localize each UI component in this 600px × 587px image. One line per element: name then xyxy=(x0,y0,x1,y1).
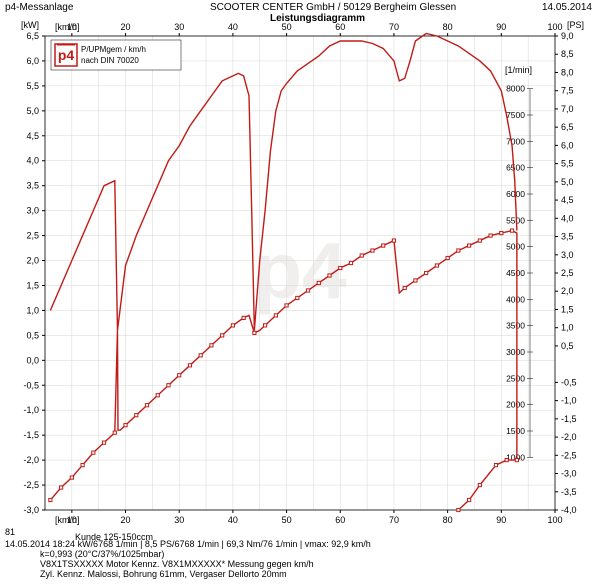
svg-text:60: 60 xyxy=(335,515,345,525)
svg-text:4,0: 4,0 xyxy=(561,213,574,223)
svg-text:5,5: 5,5 xyxy=(561,159,574,169)
svg-text:6,5: 6,5 xyxy=(26,31,39,41)
svg-text:2,5: 2,5 xyxy=(561,268,574,278)
svg-text:30: 30 xyxy=(174,515,184,525)
svg-text:3000: 3000 xyxy=(506,347,525,357)
svg-text:6,0: 6,0 xyxy=(26,56,39,66)
svg-text:-1,0: -1,0 xyxy=(561,396,577,406)
svg-text:2,5: 2,5 xyxy=(26,231,39,241)
svg-text:30: 30 xyxy=(174,22,184,32)
footer-index: 81 xyxy=(5,527,15,537)
svg-text:1,0: 1,0 xyxy=(561,323,574,333)
svg-text:p4: p4 xyxy=(58,47,75,63)
svg-text:3,0: 3,0 xyxy=(561,250,574,260)
svg-text:-2,0: -2,0 xyxy=(23,455,39,465)
svg-text:7,0: 7,0 xyxy=(561,104,574,114)
svg-text:50: 50 xyxy=(282,22,292,32)
svg-text:20: 20 xyxy=(121,515,131,525)
svg-text:100: 100 xyxy=(547,22,562,32)
svg-text:-2,5: -2,5 xyxy=(23,480,39,490)
footer-line1: 14.05.2014 18:24 kW/6768 1/min | 8,5 PS/… xyxy=(5,539,371,549)
svg-text:6500: 6500 xyxy=(506,163,525,173)
svg-text:[km/h]: [km/h] xyxy=(55,22,80,32)
svg-text:3,0: 3,0 xyxy=(26,206,39,216)
svg-text:-0,5: -0,5 xyxy=(561,377,577,387)
svg-text:-2,0: -2,0 xyxy=(561,432,577,442)
svg-text:1,5: 1,5 xyxy=(26,280,39,290)
svg-text:[PS]: [PS] xyxy=(567,20,584,30)
svg-text:20: 20 xyxy=(121,22,131,32)
svg-text:-3,5: -3,5 xyxy=(561,487,577,497)
footer-line2: k=0,993 (20°C/37%/1025mbar) xyxy=(40,549,164,559)
svg-text:1,0: 1,0 xyxy=(26,305,39,315)
svg-text:P/UPMgem / km/h: P/UPMgem / km/h xyxy=(81,45,146,54)
svg-text:70: 70 xyxy=(389,515,399,525)
svg-text:4,0: 4,0 xyxy=(26,156,39,166)
svg-text:4000: 4000 xyxy=(506,294,525,304)
svg-text:2000: 2000 xyxy=(506,400,525,410)
svg-text:5,0: 5,0 xyxy=(561,177,574,187)
svg-text:0,5: 0,5 xyxy=(26,330,39,340)
svg-text:p4: p4 xyxy=(253,226,347,315)
svg-text:[km/h]: [km/h] xyxy=(55,515,80,525)
svg-text:-2,5: -2,5 xyxy=(561,450,577,460)
svg-text:60: 60 xyxy=(335,22,345,32)
svg-text:[kW]: [kW] xyxy=(21,20,39,30)
svg-text:40: 40 xyxy=(228,515,238,525)
svg-text:80: 80 xyxy=(443,22,453,32)
svg-text:8,5: 8,5 xyxy=(561,49,574,59)
svg-text:6,5: 6,5 xyxy=(561,122,574,132)
svg-text:-1,0: -1,0 xyxy=(23,405,39,415)
svg-text:2500: 2500 xyxy=(506,373,525,383)
svg-text:-4,0: -4,0 xyxy=(561,505,577,515)
svg-text:-3,0: -3,0 xyxy=(561,469,577,479)
svg-text:80: 80 xyxy=(443,515,453,525)
svg-text:2,0: 2,0 xyxy=(26,256,39,266)
svg-text:3500: 3500 xyxy=(506,321,525,331)
svg-text:5,0: 5,0 xyxy=(26,106,39,116)
svg-text:-1,5: -1,5 xyxy=(23,430,39,440)
svg-text:3,5: 3,5 xyxy=(561,232,574,242)
footer-line4: Zyl. Kennz. Malossi, Bohrung 61mm, Verga… xyxy=(40,569,287,579)
svg-text:nach DIN 70020: nach DIN 70020 xyxy=(81,56,139,65)
svg-text:90: 90 xyxy=(496,22,506,32)
svg-text:1500: 1500 xyxy=(506,426,525,436)
dyno-chart-container: p4-Messanlage SCOOTER CENTER GmbH / 5012… xyxy=(0,0,600,587)
svg-text:[1/min]: [1/min] xyxy=(505,65,532,75)
svg-text:40: 40 xyxy=(228,22,238,32)
svg-text:90: 90 xyxy=(496,515,506,525)
svg-text:4500: 4500 xyxy=(506,268,525,278)
svg-text:4,5: 4,5 xyxy=(561,195,574,205)
svg-text:5,5: 5,5 xyxy=(26,81,39,91)
svg-text:-0,5: -0,5 xyxy=(23,380,39,390)
svg-text:1,5: 1,5 xyxy=(561,304,574,314)
svg-text:5000: 5000 xyxy=(506,242,525,252)
svg-text:0,0: 0,0 xyxy=(26,355,39,365)
svg-text:50: 50 xyxy=(282,515,292,525)
svg-text:100: 100 xyxy=(547,515,562,525)
chart-svg: p4 -3,0 -2,5 -2,0 -1,5 -1,0 -0,5 0,0 0,5 1,0 1,5 2,… xyxy=(0,0,600,587)
svg-text:6,0: 6,0 xyxy=(561,140,574,150)
svg-text:7,5: 7,5 xyxy=(561,86,574,96)
svg-text:8000: 8000 xyxy=(506,84,525,94)
svg-text:7500: 7500 xyxy=(506,110,525,120)
svg-text:4,5: 4,5 xyxy=(26,131,39,141)
svg-text:7000: 7000 xyxy=(506,136,525,146)
svg-text:0,5: 0,5 xyxy=(561,341,574,351)
svg-text:2,0: 2,0 xyxy=(561,286,574,296)
svg-text:9,0: 9,0 xyxy=(561,31,574,41)
svg-text:3,5: 3,5 xyxy=(26,181,39,191)
svg-text:8,0: 8,0 xyxy=(561,67,574,77)
footer-line3: V8X1TSXXXXX Motor Kennz. V8X1MXXXXX* Mes… xyxy=(40,559,314,569)
svg-text:-3,0: -3,0 xyxy=(23,505,39,515)
svg-text:-1,5: -1,5 xyxy=(561,414,577,424)
svg-text:70: 70 xyxy=(389,22,399,32)
